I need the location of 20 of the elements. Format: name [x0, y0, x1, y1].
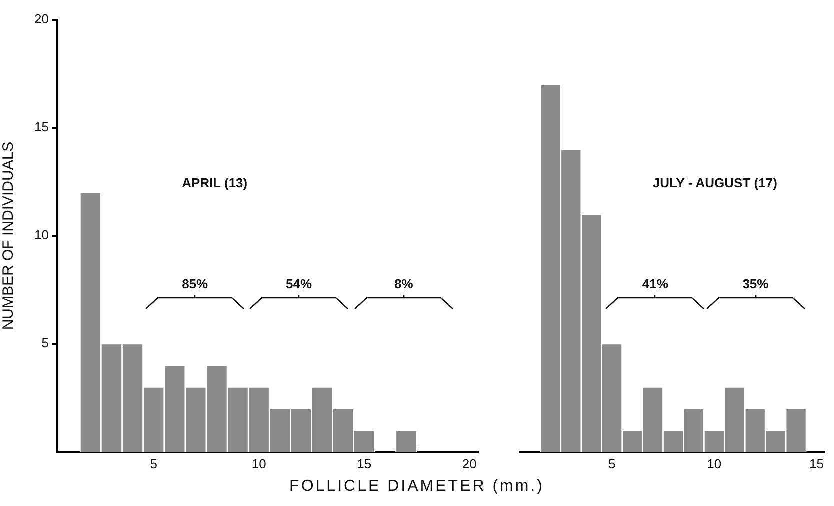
annotation: 54% [286, 276, 313, 292]
x-tick-label: 15 [357, 456, 372, 472]
x-tick-label: 10 [252, 456, 266, 472]
text: JULY - AUGUST (17) [652, 176, 778, 191]
annotation: 35% [742, 276, 770, 292]
y-tick-label: 10 [34, 228, 49, 243]
annotation: 8% [394, 276, 414, 292]
x-tick-label: 15 [810, 456, 824, 472]
x-axis-title: FOLLICLE DIAMETER (mm.) [288, 478, 546, 496]
text: APRIL (13) [182, 176, 248, 191]
annotation: 85% [182, 276, 209, 292]
y-tick-label: 5 [42, 336, 49, 351]
x-tick-label: 10 [707, 456, 722, 472]
x-tick-label: 20 [462, 456, 477, 472]
x-tick-label: 5 [150, 456, 158, 472]
y-tick-label: 20 [34, 12, 49, 27]
y-tick-label: 15 [34, 120, 49, 135]
annotation: 41% [642, 276, 669, 292]
x-tick-label: 5 [608, 456, 616, 472]
y-axis-title: NUMBER OF INDIVIDUALS [0, 142, 18, 330]
